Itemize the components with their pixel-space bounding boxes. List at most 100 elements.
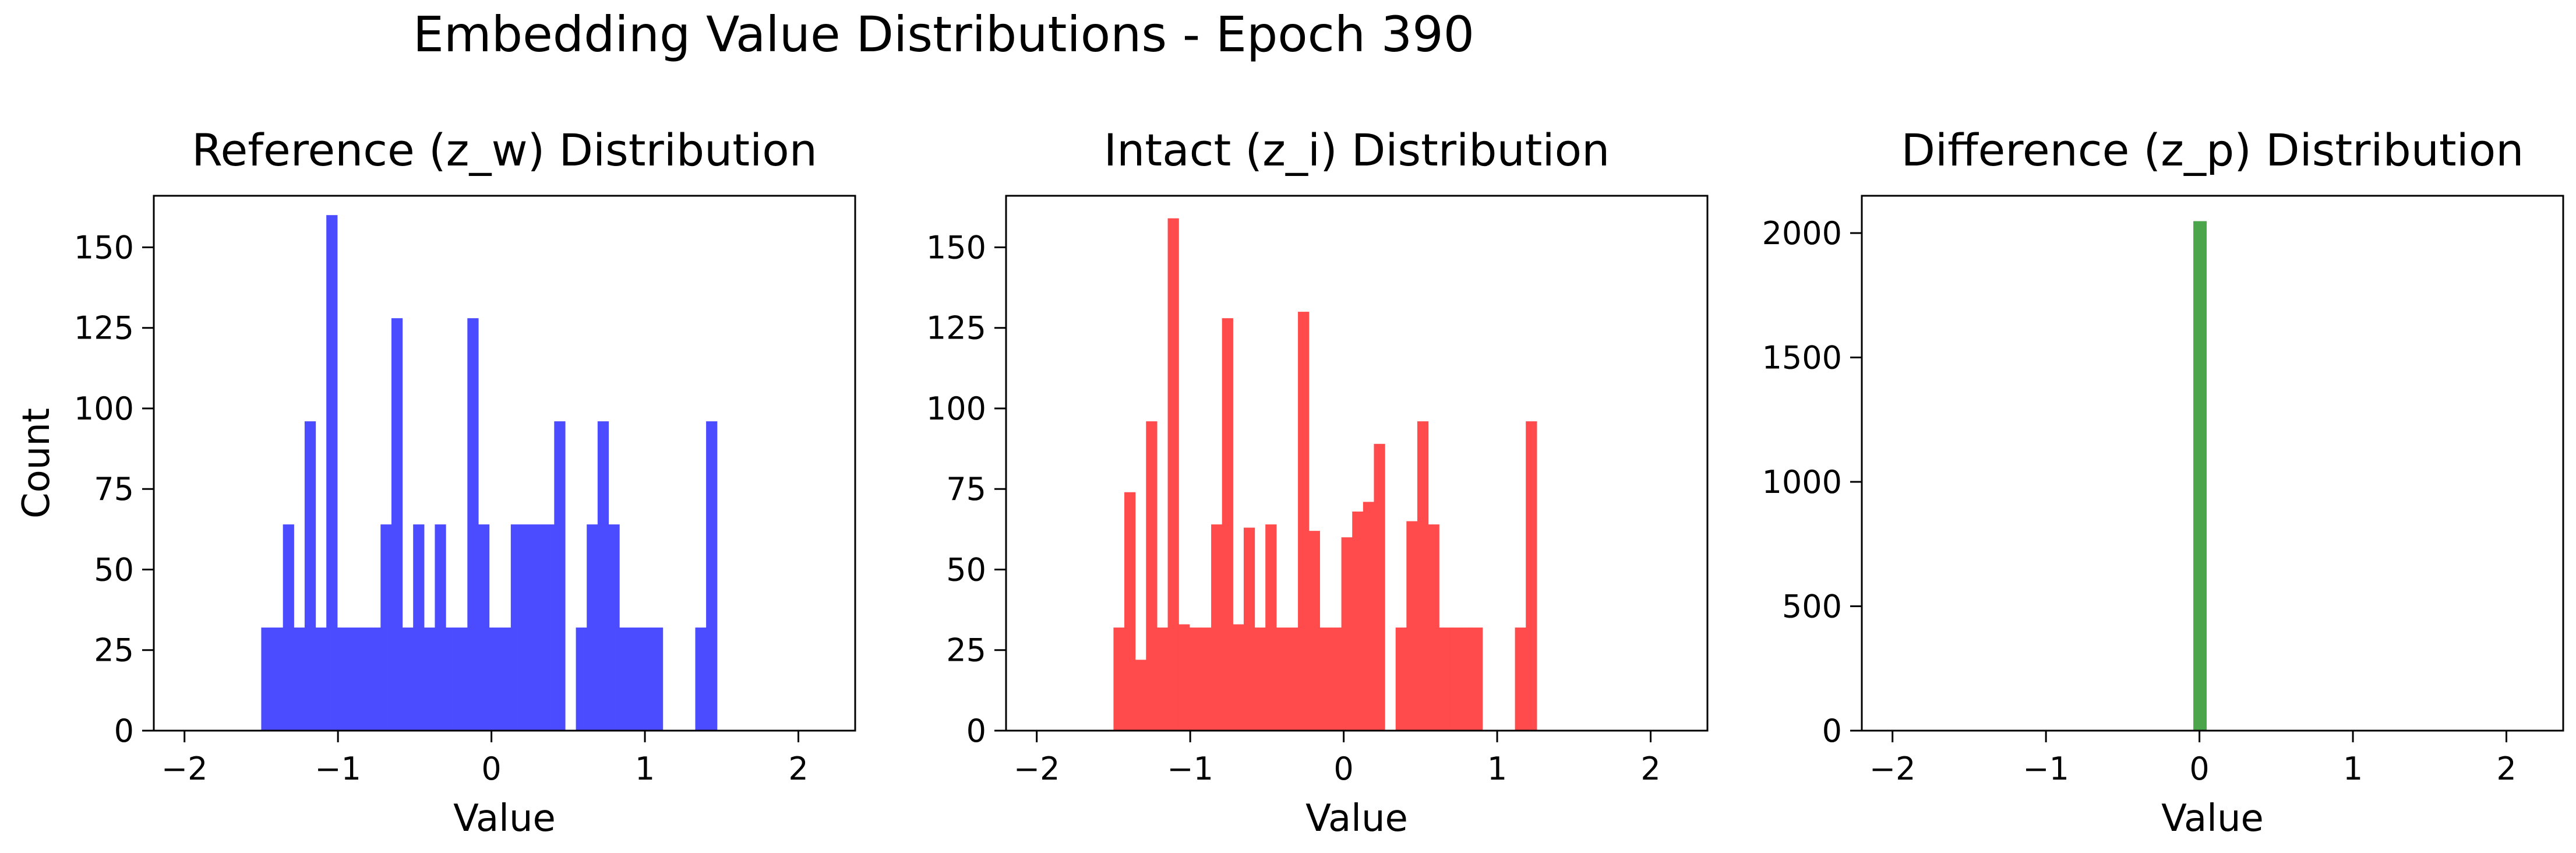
y-tick-label: 100 bbox=[74, 390, 134, 427]
histogram-bar bbox=[1352, 511, 1364, 731]
histogram-bar bbox=[576, 628, 587, 731]
histogram-bar bbox=[1243, 527, 1255, 731]
chart-panel-1: −2 −1 0 1 2 0 25 50 75 100 125 150 Reference (z_w) D… bbox=[15, 124, 856, 840]
x-tick-label: −2 bbox=[161, 750, 208, 787]
bars bbox=[261, 215, 718, 731]
histogram-bar bbox=[1135, 660, 1146, 731]
x-tick-label: −1 bbox=[315, 750, 361, 787]
histogram-bar bbox=[1472, 628, 1483, 731]
histogram-bar bbox=[1265, 524, 1277, 731]
x-tick-label: −2 bbox=[1014, 750, 1060, 787]
histogram-bar bbox=[500, 628, 511, 731]
histogram-bar bbox=[467, 318, 479, 731]
histogram-bar bbox=[489, 628, 500, 731]
histogram-bar bbox=[261, 628, 273, 731]
histogram-bar bbox=[2193, 221, 2207, 731]
histogram-bar bbox=[380, 524, 392, 731]
x-tick-label: −2 bbox=[1869, 750, 1916, 787]
histogram-bar bbox=[695, 628, 707, 731]
histogram-bar bbox=[543, 524, 555, 731]
histogram-bar bbox=[1308, 531, 1320, 731]
histogram-bar bbox=[641, 628, 652, 731]
histogram-bar bbox=[1233, 624, 1244, 731]
histogram-bar bbox=[706, 421, 718, 731]
x-axis-label: Value bbox=[2161, 797, 2264, 840]
histogram-bar bbox=[1254, 628, 1266, 731]
histogram-bar bbox=[1189, 628, 1201, 731]
y-tick-label: 500 bbox=[1782, 588, 1842, 625]
histogram-bar bbox=[1460, 628, 1472, 731]
histogram-bar bbox=[1439, 628, 1451, 731]
histogram-bar bbox=[283, 524, 294, 731]
y-tick-label: 150 bbox=[926, 229, 986, 266]
histogram-bar bbox=[1146, 421, 1158, 731]
histogram-bar bbox=[1178, 624, 1190, 731]
histogram-bar bbox=[1298, 312, 1310, 731]
y-tick-label: 0 bbox=[966, 713, 986, 749]
histogram-bar bbox=[1428, 524, 1439, 731]
histogram-bar bbox=[1287, 628, 1298, 731]
y-tick-label: 0 bbox=[1822, 713, 1842, 749]
histogram-bar bbox=[1363, 502, 1375, 731]
plot-frame bbox=[153, 195, 856, 732]
histogram-bar bbox=[619, 628, 631, 731]
histogram-bar bbox=[1211, 524, 1223, 731]
histogram-bar bbox=[1276, 628, 1288, 731]
histogram-bar bbox=[391, 318, 403, 731]
histogram-bar bbox=[521, 524, 533, 731]
histogram-bar bbox=[630, 628, 641, 731]
panel-title: Difference (z_p) Distribution bbox=[1901, 124, 2524, 176]
histogram-bar bbox=[554, 421, 566, 731]
histogram-bar bbox=[478, 524, 490, 731]
x-tick-label: 2 bbox=[788, 750, 808, 787]
histogram-bar bbox=[359, 628, 370, 731]
y-tick-label: 50 bbox=[94, 551, 134, 588]
y-tick-label: 2000 bbox=[1762, 215, 1842, 252]
histogram-bar bbox=[337, 628, 349, 731]
histogram-bar bbox=[435, 524, 446, 731]
y-tick-label: 75 bbox=[946, 471, 986, 507]
histogram-bar bbox=[597, 421, 609, 731]
histogram-bar bbox=[304, 421, 316, 731]
histogram-bar bbox=[608, 524, 620, 731]
histogram-bar bbox=[1449, 628, 1462, 731]
y-tick-label: 125 bbox=[74, 310, 134, 347]
y-tick-label: 25 bbox=[946, 632, 986, 669]
y-tick-label: 0 bbox=[114, 713, 134, 749]
histogram-bar bbox=[1526, 421, 1537, 731]
histogram-bar bbox=[315, 628, 327, 731]
x-tick-label: 2 bbox=[1640, 750, 1660, 787]
histogram-bar bbox=[532, 524, 544, 731]
histogram-bar bbox=[587, 524, 598, 731]
histogram-bar bbox=[1374, 443, 1385, 731]
histogram-bar bbox=[326, 215, 338, 731]
histogram-bar bbox=[1167, 218, 1179, 731]
histogram-bar bbox=[456, 628, 468, 731]
histogram-bar bbox=[1515, 628, 1526, 731]
histogram-bar bbox=[1222, 318, 1233, 731]
x-tick-label: 1 bbox=[635, 750, 655, 787]
x-tick-label: 0 bbox=[2189, 750, 2209, 787]
histogram-bar bbox=[1395, 628, 1407, 731]
panel-title: Reference (z_w) Distribution bbox=[192, 124, 817, 176]
histogram-bar bbox=[1330, 628, 1342, 731]
y-tick-label: 1000 bbox=[1762, 464, 1842, 500]
histogram-bar bbox=[510, 524, 523, 731]
x-tick-label: 2 bbox=[2496, 750, 2516, 787]
y-tick-label: 1500 bbox=[1762, 340, 1842, 376]
histogram-bar bbox=[294, 628, 305, 731]
bars bbox=[1113, 218, 1537, 731]
histogram-bar bbox=[1406, 521, 1418, 731]
y-axis-label: Count bbox=[15, 408, 58, 519]
x-tick-label: 0 bbox=[481, 750, 501, 787]
y-tick-label: 75 bbox=[94, 471, 134, 507]
x-axis-label: Value bbox=[1305, 797, 1408, 840]
y-tick-label: 50 bbox=[946, 551, 986, 588]
x-axis-label: Value bbox=[453, 797, 556, 840]
chart-panel-2: −2 −1 0 1 2 0 25 50 75 100 125 150 Intact (z_i) Dist… bbox=[926, 124, 1709, 840]
histogram-bar bbox=[348, 628, 359, 731]
histogram-bar bbox=[446, 628, 457, 731]
y-tick-label: 25 bbox=[94, 632, 134, 669]
histogram-bar bbox=[369, 628, 381, 731]
